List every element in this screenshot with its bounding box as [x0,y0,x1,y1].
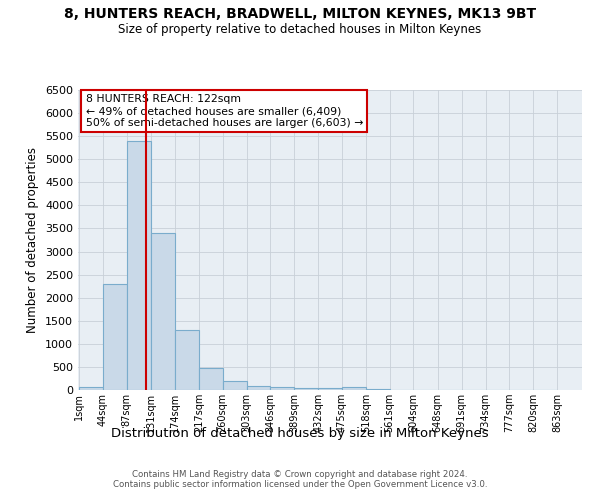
Text: Contains HM Land Registry data © Crown copyright and database right 2024.
Contai: Contains HM Land Registry data © Crown c… [113,470,487,490]
Bar [127,141,151,390]
Text: 8, HUNTERS REACH, BRADWELL, MILTON KEYNES, MK13 9BT: 8, HUNTERS REACH, BRADWELL, MILTON KEYNE… [64,8,536,22]
Bar [199,368,223,390]
Bar [151,233,175,390]
Text: Size of property relative to detached houses in Milton Keynes: Size of property relative to detached ho… [118,22,482,36]
Bar [318,388,342,390]
Bar [103,284,127,390]
Text: Distribution of detached houses by size in Milton Keynes: Distribution of detached houses by size … [111,428,489,440]
Bar [342,387,366,390]
Y-axis label: Number of detached properties: Number of detached properties [26,147,40,333]
Bar [79,386,103,390]
Bar [271,386,294,390]
Bar [223,382,247,390]
Bar [294,388,318,390]
Text: 8 HUNTERS REACH: 122sqm
← 49% of detached houses are smaller (6,409)
50% of semi: 8 HUNTERS REACH: 122sqm ← 49% of detache… [86,94,363,128]
Bar [175,330,199,390]
Bar [247,386,271,390]
